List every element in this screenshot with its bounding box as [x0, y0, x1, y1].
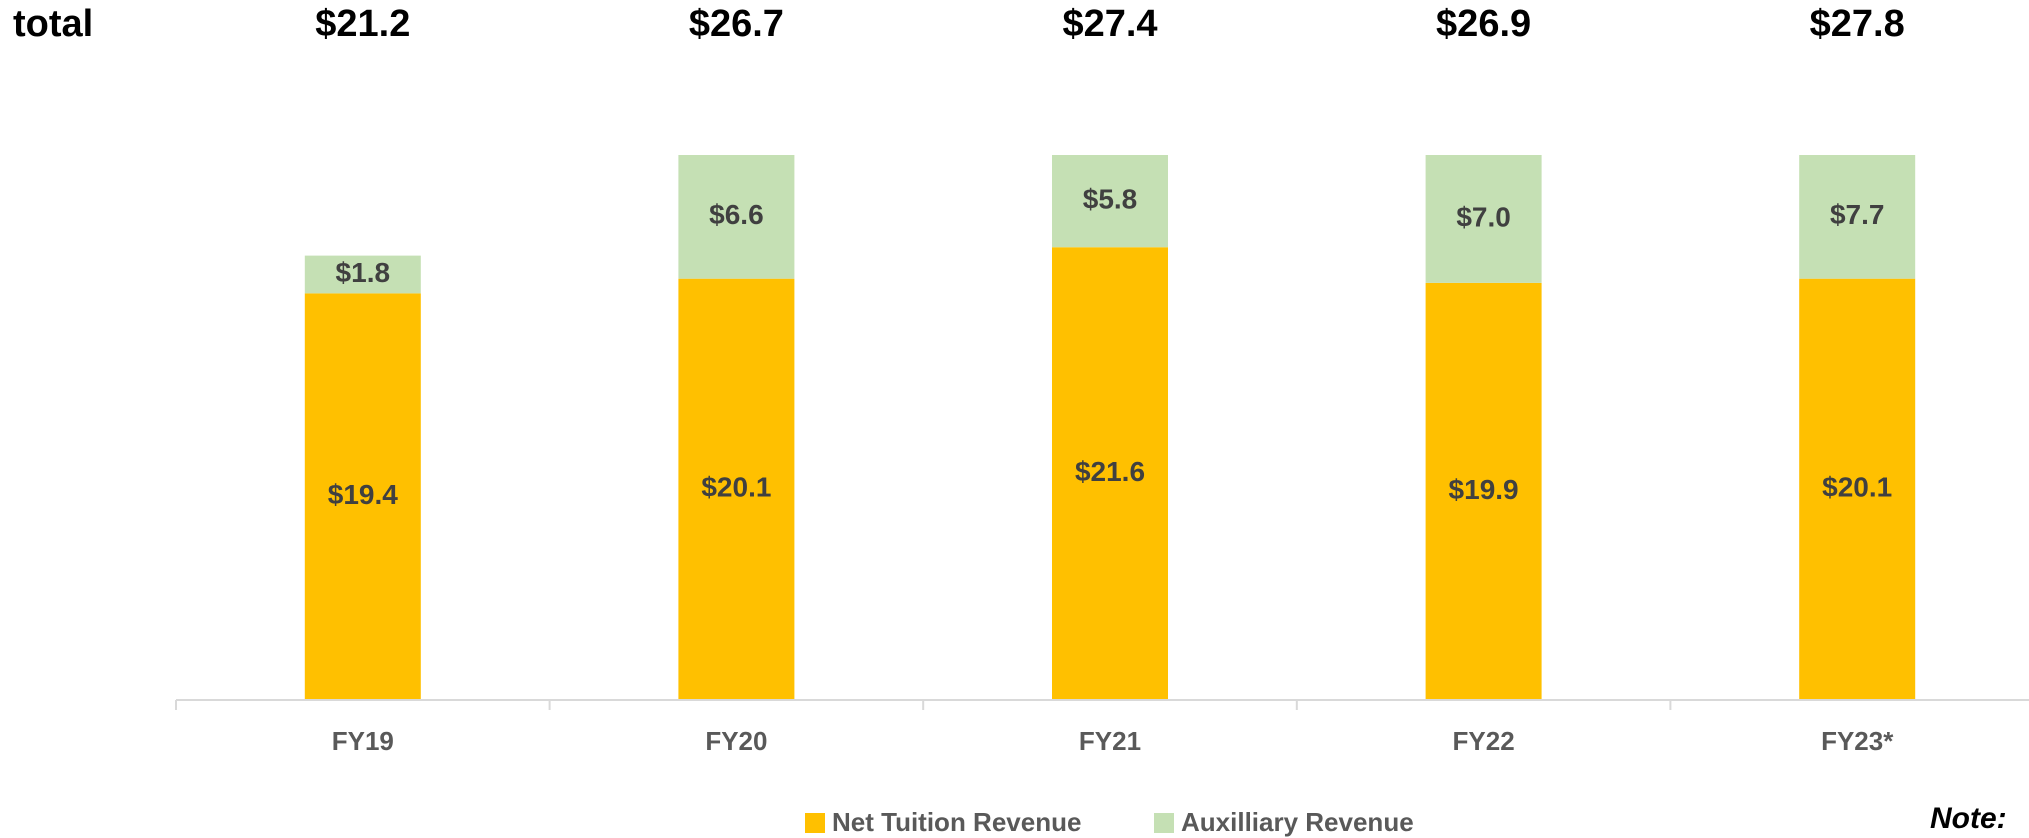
bar-segment	[1052, 247, 1168, 700]
data-label: $6.6	[709, 199, 764, 230]
bar-segment	[1425, 155, 1542, 283]
data-label: $19.4	[328, 479, 398, 510]
x-tick-label: FY23*	[1821, 726, 1894, 756]
legend-swatch	[805, 813, 825, 833]
totals-label: total	[13, 3, 93, 45]
bar-segment	[1052, 155, 1168, 248]
x-tick-label: FY22	[1453, 726, 1515, 756]
data-label: $19.9	[1449, 474, 1519, 505]
total-label: $27.8	[1810, 3, 1905, 45]
bar-segment	[304, 255, 421, 294]
data-label: $7.7	[1830, 199, 1885, 230]
plot-area	[304, 155, 1916, 700]
x-tick-label: FY21	[1079, 726, 1141, 756]
data-label: $1.8	[336, 257, 391, 288]
data-label: $21.6	[1075, 456, 1145, 487]
data-label: $7.0	[1456, 201, 1511, 232]
x-tick-label: FY19	[332, 726, 394, 756]
total-label: $21.2	[315, 3, 410, 45]
data-label: $20.1	[701, 472, 771, 503]
bar-segment	[678, 278, 795, 700]
total-label: $26.9	[1436, 3, 1531, 45]
data-label: $20.1	[1822, 472, 1892, 503]
legend-swatch	[1154, 813, 1174, 833]
legend-label: Net Tuition Revenue	[832, 807, 1081, 837]
bar-segment	[1799, 155, 1916, 279]
bar-segment	[678, 155, 795, 279]
bar-segment	[304, 293, 421, 700]
bar-segment	[1425, 282, 1542, 700]
bar-segment	[1799, 278, 1916, 700]
legend-label: Auxilliary Revenue	[1181, 807, 1414, 837]
total-label: $26.7	[689, 3, 784, 45]
x-tick-label: FY20	[705, 726, 767, 756]
total-label: $27.4	[1062, 3, 1157, 45]
data-label: $5.8	[1083, 184, 1138, 215]
note: Note:	[1930, 802, 2007, 835]
